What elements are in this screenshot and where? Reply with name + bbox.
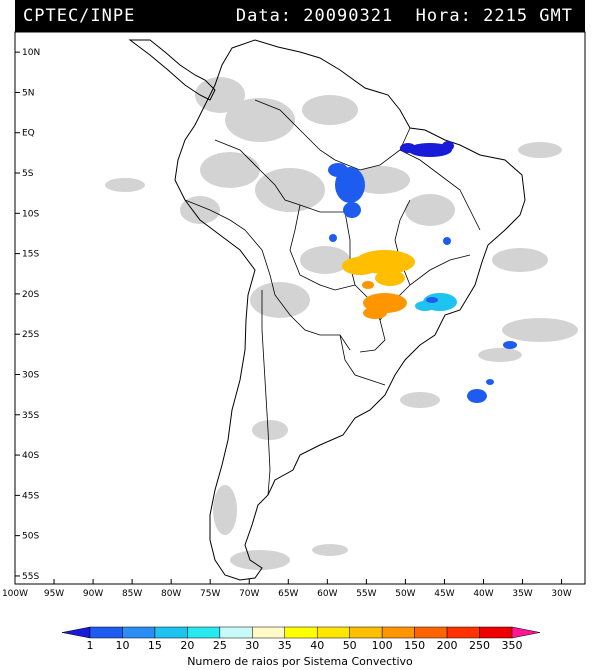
colorbar-segment (89, 626, 123, 639)
system-amazon-central (328, 163, 451, 245)
lat-tick-label: 10S (22, 209, 39, 219)
colorbar-tick-label: 25 (213, 639, 227, 652)
colorbar: 1 10 15 20 25 30 35 40 50 100 150 200 250 350 (61, 626, 541, 652)
central-america (128, 39, 216, 101)
colorbar-tick-label: 350 (502, 639, 523, 652)
lon-tick-label: 80W (161, 589, 181, 599)
system-parana (362, 281, 407, 319)
colorbar-segment (349, 626, 383, 639)
lat-tick-label: 20S (22, 290, 39, 300)
colorbar-tick-label: 20 (180, 639, 194, 652)
system-amazon-north (400, 141, 454, 157)
date-value: 20090321 (303, 6, 394, 26)
lon-tick-label: 65W (278, 589, 298, 599)
lon-tick-label: 55W (356, 589, 376, 599)
timestamp: Data: 20090321 Hora: 2215 GMT (236, 6, 573, 26)
lon-tick-label: 95W (44, 589, 64, 599)
colorbar-tick-label: 35 (278, 639, 292, 652)
colorbar-segment (316, 626, 350, 639)
lon-tick-label: 40W (473, 589, 493, 599)
colorbar-segment (479, 626, 513, 639)
lat-tick-label: 5S (22, 169, 34, 179)
colorbar-tick-label: 15 (148, 639, 162, 652)
source-title: CPTEC/INPE (23, 6, 136, 26)
colorbar-tick-label: 10 (115, 639, 129, 652)
lon-tick-label: 45W (434, 589, 454, 599)
lat-tick-label: 10N (22, 48, 40, 58)
longitude-ticks: 100W 95W 90W 85W 80W 75W 70W 65W 60W 55W 50W 45W 40W… (2, 579, 572, 599)
lon-tick-label: 30W (551, 589, 571, 599)
system-mato-grosso (342, 250, 415, 286)
lat-tick-label: 50S (22, 532, 39, 542)
colorbar-segment (381, 626, 415, 639)
colorbar-segment (122, 626, 156, 639)
colorbar-label: Numero de raios por Sistema Convectivo (187, 655, 413, 668)
lat-tick-label: 40S (22, 451, 39, 461)
lon-tick-label: 60W (317, 589, 337, 599)
colorbar-tick-label: 50 (343, 639, 357, 652)
colorbar-segment (284, 626, 318, 639)
lat-tick-label: 25S (22, 330, 39, 340)
time-value: 2215 GMT (483, 6, 573, 26)
system-atlantic (467, 341, 517, 403)
colorbar-tick-label: 250 (469, 639, 490, 652)
lon-tick-label: 85W (122, 589, 142, 599)
colorbar-max-arrow (511, 626, 541, 639)
date-label: Data: (235, 6, 293, 26)
hora-label: Hora: (415, 6, 472, 26)
lon-tick-label: 100W (2, 589, 28, 599)
colorbar-tick-label: 30 (245, 639, 259, 652)
lat-tick-label: EQ (22, 129, 35, 139)
system-sao-paulo-core (426, 297, 438, 303)
lat-tick-label: 45S (22, 491, 39, 501)
lat-tick-label: 15S (22, 250, 39, 260)
colorbar-segment (219, 626, 253, 639)
colorbar-tick-label: 40 (310, 639, 324, 652)
lat-tick-label: 30S (22, 370, 39, 380)
colorbar-segment (187, 626, 221, 639)
lon-tick-label: 35W (512, 589, 532, 599)
colorbar-segment (252, 626, 286, 639)
colorbar-segment (446, 626, 480, 639)
colorbar-min-arrow (61, 626, 91, 639)
cloud-cover (105, 77, 578, 570)
latitude-ticks: 10N 5N EQ 5S 10S 15S 20S 25S 30S 35S 40S 45S 50S 55S (15, 48, 40, 582)
colorbar-segment (414, 626, 448, 639)
colorbar-tick-label: 100 (372, 639, 393, 652)
lon-tick-label: 70W (239, 589, 259, 599)
lon-tick-label: 90W (83, 589, 103, 599)
colorbar-segment (154, 626, 188, 639)
colorbar-tick-label: 1 (87, 639, 94, 652)
lat-tick-label: 55S (22, 572, 39, 582)
lon-tick-label: 75W (200, 589, 220, 599)
convective-systems (328, 141, 517, 403)
lat-tick-label: 35S (22, 411, 39, 421)
header-bar: CPTEC/INPE Data: 20090321 Hora: 2215 GMT (15, 0, 585, 32)
colorbar-tick-label: 200 (437, 639, 458, 652)
colorbar-tick-label: 150 (404, 639, 425, 652)
lon-tick-label: 50W (395, 589, 415, 599)
lat-tick-label: 5N (22, 88, 34, 98)
